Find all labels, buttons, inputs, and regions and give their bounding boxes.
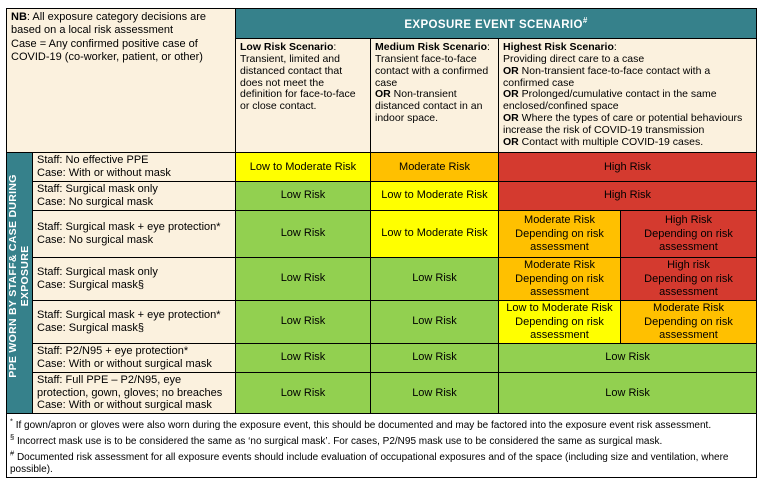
scenario-line: OR Contact with multiple COVID-19 cases.	[503, 135, 704, 148]
table-row: Staff: Surgical mask only Case: No surgic…	[7, 180, 758, 211]
row-label: Staff: P2/N95 + eye protection* Case: Wit…	[32, 342, 236, 373]
nb-note-cell: NB: All exposure category decisions are …	[6, 8, 236, 153]
table-row: PPE WORN BY STAFF& CASE DURING EXPOSURE …	[6, 151, 758, 415]
risk-cell: Moderate Risk Depending on risk assessmen…	[498, 256, 621, 301]
nb-line1: : All exposure category decisions are ba…	[11, 11, 207, 37]
exposure-event-scenario-header: EXPOSURE EVENT SCENARIO#	[234, 8, 758, 39]
footnote-3: # Documented risk assessment for all exp…	[10, 448, 729, 475]
scenario-description-row: Low Risk Scenario: Transient, limited an…	[7, 38, 758, 153]
scenario-line: Providing direct care to a case	[503, 52, 645, 65]
low-risk-scenario-cell: Low Risk Scenario: Transient, limited an…	[235, 38, 371, 153]
risk-cell: High Risk Depending on risk assessment	[619, 209, 758, 258]
risk-cell: Low Risk	[497, 371, 758, 415]
header-footnote-marker: #	[582, 15, 588, 25]
risk-cell: Low Risk	[370, 256, 499, 301]
risk-cell: Low to Moderate Risk	[370, 180, 499, 211]
table-row: Staff: Surgical mask only Case: Surgical …	[7, 256, 758, 301]
risk-cell: Moderate Risk	[370, 151, 499, 182]
footnote-2: § Incorrect mask use is to be considered…	[10, 432, 663, 447]
scenario-title: Highest Risk Scenario	[503, 41, 614, 53]
highest-risk-scenario-cell: Highest Risk Scenario: Providing direct …	[497, 38, 758, 153]
scenario-line: OR Where the types of care or potential …	[503, 112, 743, 137]
risk-cell: Low to Moderate Risk	[370, 209, 499, 258]
risk-matrix-table: NB: All exposure category decisions are …	[5, 8, 758, 478]
header-title: EXPOSURE EVENT SCENARIO#	[404, 15, 588, 31]
risk-cell: Low Risk	[235, 371, 371, 415]
risk-cell: Low Risk	[235, 342, 371, 373]
risk-cell: Low Risk	[497, 342, 758, 373]
header-row: NB: All exposure category decisions are …	[6, 8, 758, 153]
risk-cell: Low Risk	[235, 256, 371, 301]
risk-cell: Low Risk	[370, 342, 499, 373]
row-label: Staff: Surgical mask + eye protection* Ca…	[32, 299, 236, 344]
row-label: Staff: Full PPE – P2/N95, eye protection…	[32, 371, 236, 415]
row-label: Staff: No effective PPE Case: With or wit…	[32, 151, 236, 182]
risk-cell: Low Risk	[370, 371, 499, 415]
nb-bold: NB	[11, 11, 27, 23]
footnote-1: * If gown/apron or gloves were also worn…	[10, 416, 712, 431]
risk-cell: Moderate Risk Depending on risk assessmen…	[498, 209, 621, 258]
scenario-line: Transient face-to-face contact with a co…	[375, 52, 489, 89]
risk-cell: Low to Moderate Risk	[235, 151, 371, 182]
risk-matrix-table-wrap: NB: All exposure category decisions are …	[5, 8, 758, 478]
row-label: Staff: Surgical mask + eye protection* Ca…	[32, 209, 236, 258]
risk-cell: Low Risk	[235, 299, 371, 344]
scenario-line: OR Non-transient distanced contact in an…	[375, 88, 483, 125]
scenario-line: Transient, limited and distanced contact…	[240, 52, 356, 113]
row-label: Staff: Surgical mask only Case: Surgical …	[32, 256, 236, 301]
risk-cell: Low Risk	[235, 209, 371, 258]
risk-cell: Low to Moderate Risk Depending on risk as…	[498, 299, 621, 344]
risk-cell: High Risk	[497, 180, 758, 211]
scenario-line: OR Prolonged/cumulative contact in the s…	[503, 88, 717, 113]
table-row: Staff: Surgical mask + eye protection* Ca…	[7, 299, 758, 344]
scenario-line: OR Non-transient face-to-face contact wi…	[503, 64, 711, 89]
table-row: Staff: P2/N95 + eye protection* Case: Wit…	[7, 342, 758, 373]
risk-cell: Low Risk	[235, 180, 371, 211]
row-label: Staff: Surgical mask only Case: No surgic…	[32, 180, 236, 211]
medium-risk-scenario-cell: Medium Risk Scenario: Transient face-to-…	[370, 38, 499, 153]
nb-line2: Case = Any confirmed positive case of CO…	[11, 37, 203, 64]
risk-cell: High risk Depending on risk assessment	[619, 256, 758, 301]
risk-cell: Low Risk	[370, 299, 499, 344]
table-row: Staff: Surgical mask + eye protection* Ca…	[7, 209, 758, 258]
scenario-title: Low Risk Scenario	[240, 41, 334, 53]
table-row: Staff: Full PPE – P2/N95, eye protection…	[7, 371, 758, 415]
side-label: PPE WORN BY STAFF& CASE DURING EXPOSURE	[7, 174, 32, 378]
risk-cell: Moderate Risk Depending on risk assessmen…	[619, 299, 758, 344]
risk-cell: High Risk	[497, 151, 758, 182]
scenario-title: Medium Risk Scenario	[375, 41, 488, 53]
side-label-cell: PPE WORN BY STAFF& CASE DURING EXPOSURE	[6, 151, 33, 415]
